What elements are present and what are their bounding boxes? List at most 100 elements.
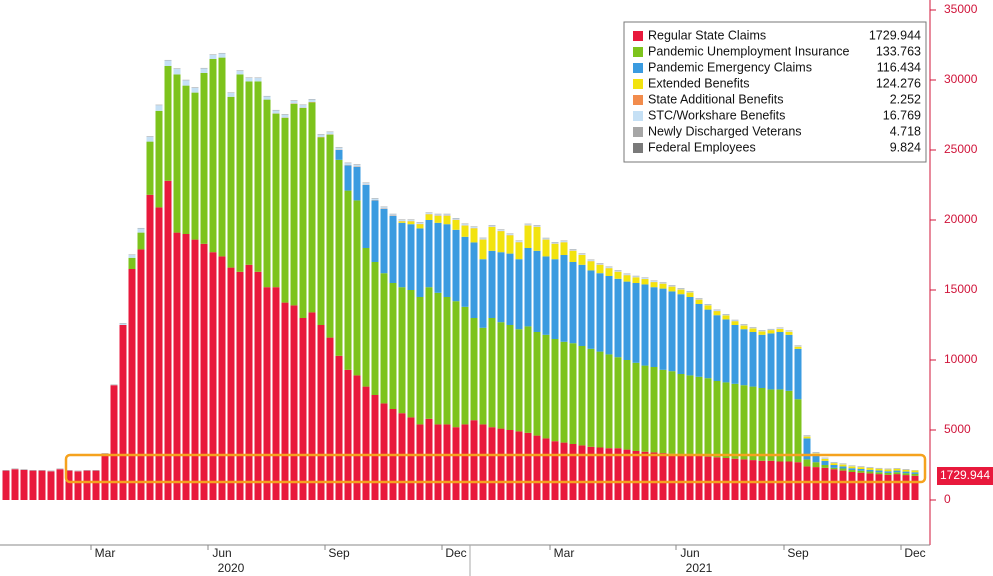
bar-segment bbox=[479, 238, 487, 240]
bar-segment bbox=[263, 96, 271, 100]
bar-segment bbox=[209, 54, 217, 59]
bar-segment bbox=[857, 472, 865, 500]
bar-segment bbox=[812, 455, 820, 463]
bar-segment bbox=[848, 466, 856, 469]
bar-segment bbox=[461, 236, 469, 307]
bar-segment bbox=[668, 286, 676, 292]
bar-segment bbox=[650, 281, 658, 283]
bar-segment bbox=[632, 276, 640, 278]
bar-segment bbox=[677, 374, 685, 455]
legend-label: State Additional Benefits bbox=[648, 92, 784, 106]
bar-segment bbox=[452, 218, 460, 220]
bar-segment bbox=[560, 255, 568, 342]
bar-segment bbox=[866, 473, 874, 500]
bar-segment bbox=[110, 385, 118, 500]
bar-segment bbox=[686, 455, 694, 500]
bar-segment bbox=[596, 264, 604, 274]
bar-segment bbox=[578, 264, 586, 346]
legend-label: Federal Employees bbox=[648, 140, 756, 154]
bar-segment bbox=[344, 190, 352, 370]
bar-segment bbox=[398, 222, 406, 288]
bar-segment bbox=[668, 371, 676, 454]
bar-segment bbox=[137, 249, 145, 500]
bar-segment bbox=[191, 239, 199, 500]
bar-segment bbox=[569, 444, 577, 500]
bar-segment bbox=[650, 287, 658, 367]
bar-segment bbox=[218, 53, 226, 58]
bar-segment bbox=[335, 355, 343, 500]
bar-segment bbox=[326, 132, 334, 135]
x-tick-label: Sep bbox=[787, 546, 809, 560]
bar-segment bbox=[452, 229, 460, 302]
bar-segment bbox=[416, 424, 424, 500]
bar-segment bbox=[803, 435, 811, 437]
bar-segment bbox=[128, 269, 136, 500]
bar-segment bbox=[182, 80, 190, 86]
bar-segment bbox=[506, 253, 514, 325]
bar-segment bbox=[587, 348, 595, 447]
bar-segment bbox=[704, 456, 712, 500]
bar-segment bbox=[20, 469, 28, 500]
bar-segment bbox=[497, 428, 505, 500]
bar-segment bbox=[902, 469, 910, 472]
bar-segment bbox=[587, 261, 595, 271]
x-tick-label: Dec bbox=[445, 546, 466, 560]
bar-segment bbox=[299, 105, 307, 108]
bar-segment bbox=[605, 268, 613, 276]
bar-segment bbox=[515, 259, 523, 330]
bar-segment bbox=[308, 99, 316, 103]
bar-segment bbox=[470, 228, 478, 243]
bar-segment bbox=[614, 270, 622, 272]
bar-segment bbox=[11, 469, 19, 500]
bar-segment bbox=[830, 465, 838, 468]
bar-segment bbox=[722, 314, 730, 316]
highlight-box bbox=[64, 453, 927, 484]
bar-segment bbox=[101, 453, 109, 500]
bar-segment bbox=[695, 304, 703, 377]
bar-segment bbox=[461, 306, 469, 425]
bar-segment bbox=[236, 70, 244, 75]
bar-segment bbox=[650, 452, 658, 500]
bar-segment bbox=[515, 241, 523, 243]
bar-segment bbox=[884, 469, 892, 472]
bar-segment bbox=[362, 248, 370, 387]
bar-segment bbox=[695, 298, 703, 300]
bar-segment bbox=[776, 389, 784, 462]
bar-segment bbox=[281, 117, 289, 303]
bar-segment bbox=[434, 222, 442, 293]
bar-segment bbox=[542, 239, 550, 257]
bar-segment bbox=[443, 424, 451, 500]
bar-segment bbox=[164, 180, 172, 501]
bar-segment bbox=[227, 96, 235, 268]
bar-segment bbox=[335, 147, 343, 150]
bar-segment bbox=[371, 395, 379, 500]
bar-segment bbox=[632, 283, 640, 363]
bar-segment bbox=[272, 110, 280, 114]
bar-segment bbox=[434, 214, 442, 216]
bar-segment bbox=[299, 318, 307, 500]
bar-segment bbox=[812, 467, 820, 500]
bar-segment bbox=[560, 442, 568, 500]
bar-segment bbox=[434, 292, 442, 425]
bar-segment bbox=[290, 103, 298, 306]
bar-segment bbox=[407, 417, 415, 500]
y-tick-label: 20000 bbox=[944, 212, 978, 226]
bar-segment bbox=[758, 331, 766, 335]
bar-segment bbox=[587, 446, 595, 500]
bar-segment bbox=[686, 291, 694, 293]
legend-value: 2.252 bbox=[890, 92, 921, 106]
bar-segment bbox=[371, 198, 379, 201]
bar-segment bbox=[812, 462, 820, 468]
last-value-label: 1729.944 bbox=[940, 468, 990, 482]
bar-segment bbox=[704, 378, 712, 457]
bar-segment bbox=[263, 287, 271, 500]
bar-segment bbox=[578, 346, 586, 446]
legend-label: Regular State Claims bbox=[648, 28, 766, 42]
bar-segment bbox=[173, 74, 181, 233]
bar-segment bbox=[821, 467, 829, 500]
bar-segment bbox=[497, 322, 505, 429]
bar-segment bbox=[749, 332, 757, 387]
y-tick-label: 30000 bbox=[944, 72, 978, 86]
bar-segment bbox=[740, 324, 748, 326]
bar-segment bbox=[875, 472, 883, 475]
